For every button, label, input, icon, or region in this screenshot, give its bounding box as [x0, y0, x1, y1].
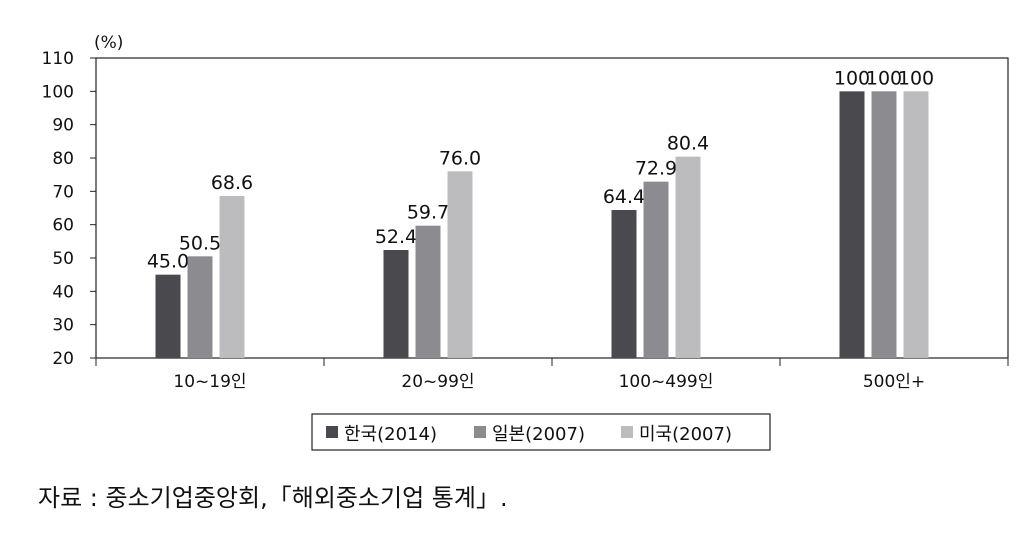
y-tick-label: 60: [52, 216, 74, 236]
bar-chart: (%) 20 30 40 50 60 70 80 90 100 110 45.050.5 68.6 10~…: [42, 33, 1009, 451]
legend-swatch: [326, 426, 338, 438]
x-tick-label: 20~99인: [401, 372, 474, 392]
data-label: 72.9: [635, 158, 677, 180]
legend-swatch: [621, 426, 633, 438]
data-label: 100: [898, 67, 934, 89]
data-label: 45.0: [147, 251, 189, 273]
bar: [383, 250, 409, 358]
bar: [611, 210, 637, 358]
legend-label: 미국(2007): [639, 424, 732, 445]
y-unit-label: (%): [94, 33, 123, 53]
y-tick-label: 90: [52, 116, 74, 136]
bar: [903, 91, 929, 358]
bar: [219, 196, 245, 358]
y-tick-label: 50: [52, 249, 74, 269]
data-label: 76.0: [439, 147, 481, 169]
y-tick-label: 30: [52, 316, 74, 336]
legend-box: [311, 413, 771, 451]
bar: [871, 91, 897, 358]
legend-swatch: [474, 426, 486, 438]
data-label: 68.6: [211, 172, 253, 194]
bar: [187, 256, 213, 358]
bar: [415, 225, 441, 358]
x-tick-label: 100~499인: [619, 372, 714, 392]
data-label: 52.4: [375, 226, 417, 248]
bar: [839, 91, 865, 358]
data-label: 80.4: [667, 133, 709, 155]
bar: [447, 171, 473, 358]
data-label: 64.4: [603, 186, 645, 208]
y-tick-label: 20: [52, 349, 74, 369]
data-label: 100: [834, 67, 870, 89]
legend-label: 일본(2007): [492, 424, 585, 445]
y-tick-label: 110: [42, 49, 74, 69]
y-tick-label: 40: [52, 282, 74, 302]
x-tick-label: 10~19인: [173, 372, 246, 392]
bar: [155, 274, 181, 358]
source-note: 자료 : 중소기업중앙회,「해외중소기업 통계」.: [38, 484, 508, 512]
data-label: 59.7: [407, 202, 449, 224]
bar: [675, 156, 701, 358]
legend-label: 한국(2014): [344, 424, 437, 445]
data-label: 100: [866, 67, 902, 89]
data-label: 50.5: [179, 232, 221, 254]
y-tick-label: 80: [52, 149, 74, 169]
y-tick-label: 70: [52, 182, 74, 202]
y-tick-label: 100: [42, 82, 74, 102]
bar: [643, 181, 669, 358]
x-tick-label: 500인+: [863, 372, 925, 392]
